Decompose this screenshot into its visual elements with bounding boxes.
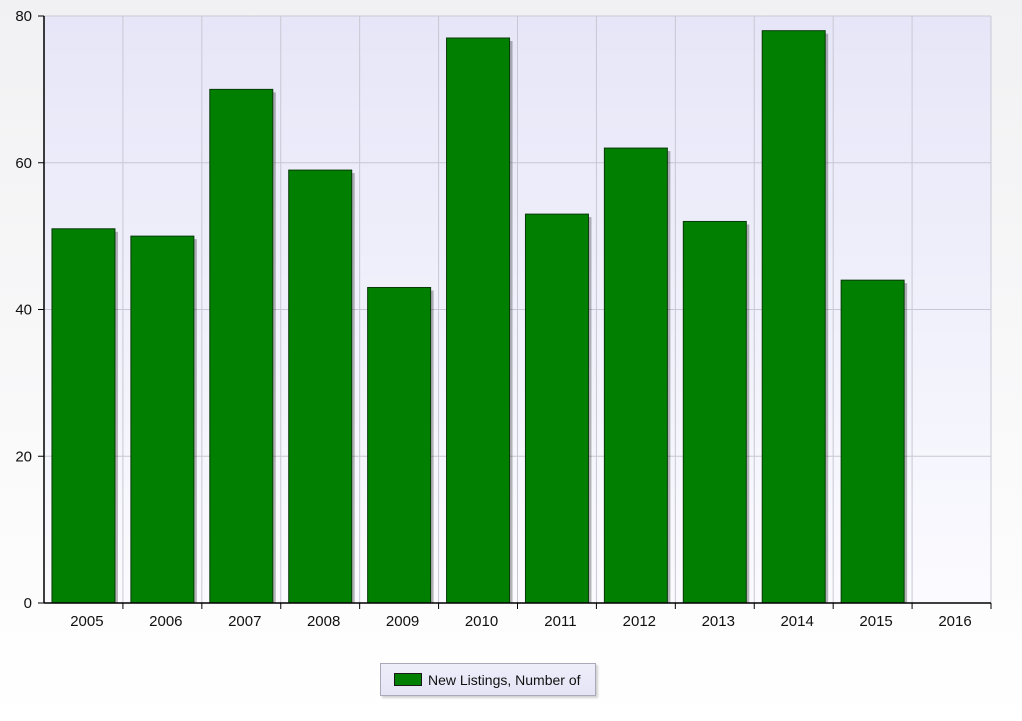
x-tick-label: 2011	[544, 613, 576, 630]
bar	[209, 88, 274, 604]
x-tick-label: 2005	[70, 613, 103, 630]
x-tick-label: 2010	[465, 613, 498, 630]
x-tick-label: 2013	[702, 613, 735, 630]
bar	[288, 169, 353, 604]
y-tick-label: 60	[15, 155, 32, 172]
y-tick-label: 80	[15, 8, 32, 25]
x-tick-label: 2014	[780, 613, 813, 630]
legend-swatch	[394, 673, 422, 686]
x-tick-label: 2015	[859, 613, 892, 630]
bar	[761, 30, 826, 604]
x-tick-label: 2012	[623, 613, 656, 630]
y-tick-label: 20	[15, 448, 32, 465]
bar	[51, 228, 116, 604]
chart-legend: New Listings, Number of	[380, 663, 596, 696]
bar	[524, 213, 589, 604]
y-tick-label: 40	[15, 302, 32, 319]
bar	[682, 220, 747, 604]
x-tick-label: 2007	[228, 613, 261, 630]
bar	[367, 286, 432, 604]
x-tick-label: 2006	[149, 613, 182, 630]
y-tick-label: 0	[24, 595, 32, 612]
bar	[603, 147, 668, 604]
bar	[446, 37, 511, 604]
bar	[840, 279, 905, 604]
legend-label: New Listings, Number of	[428, 671, 581, 688]
x-tick-label: 2009	[386, 613, 419, 630]
x-tick-label: 2016	[938, 613, 971, 630]
x-tick-label: 2008	[307, 613, 340, 630]
bar	[130, 235, 195, 604]
